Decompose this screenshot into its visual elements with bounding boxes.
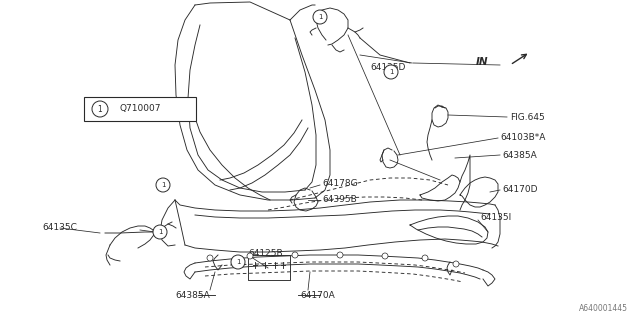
Circle shape	[337, 252, 343, 258]
Text: 1: 1	[157, 229, 163, 235]
Text: 64178G: 64178G	[322, 179, 358, 188]
Text: 1: 1	[317, 14, 323, 20]
Text: Q710007: Q710007	[119, 105, 161, 114]
Text: FIG.645: FIG.645	[510, 113, 545, 122]
Circle shape	[92, 101, 108, 117]
Circle shape	[153, 225, 167, 239]
Text: 64125D: 64125D	[370, 63, 405, 73]
Text: 1: 1	[98, 105, 102, 114]
Circle shape	[453, 261, 459, 267]
Circle shape	[422, 255, 428, 261]
Text: 64170D: 64170D	[502, 186, 538, 195]
Text: 64395B: 64395B	[322, 196, 356, 204]
Text: 1: 1	[388, 69, 393, 75]
Text: 1: 1	[161, 182, 165, 188]
Circle shape	[382, 253, 388, 259]
Circle shape	[207, 255, 213, 261]
Circle shape	[313, 10, 327, 24]
Circle shape	[247, 253, 253, 259]
Text: 64135C: 64135C	[42, 223, 77, 233]
Text: 64385A: 64385A	[175, 291, 210, 300]
Text: 64103B*A: 64103B*A	[500, 133, 545, 142]
FancyBboxPatch shape	[84, 97, 196, 121]
Text: A640001445: A640001445	[579, 304, 628, 313]
Text: 1: 1	[236, 259, 240, 265]
Text: 64170A: 64170A	[300, 291, 335, 300]
Circle shape	[156, 178, 170, 192]
Text: 64385A: 64385A	[502, 150, 537, 159]
Text: 64125B: 64125B	[248, 249, 283, 258]
Circle shape	[231, 255, 245, 269]
Text: 64135I: 64135I	[480, 213, 511, 222]
Text: IN: IN	[476, 57, 488, 67]
Circle shape	[384, 65, 398, 79]
Circle shape	[292, 252, 298, 258]
